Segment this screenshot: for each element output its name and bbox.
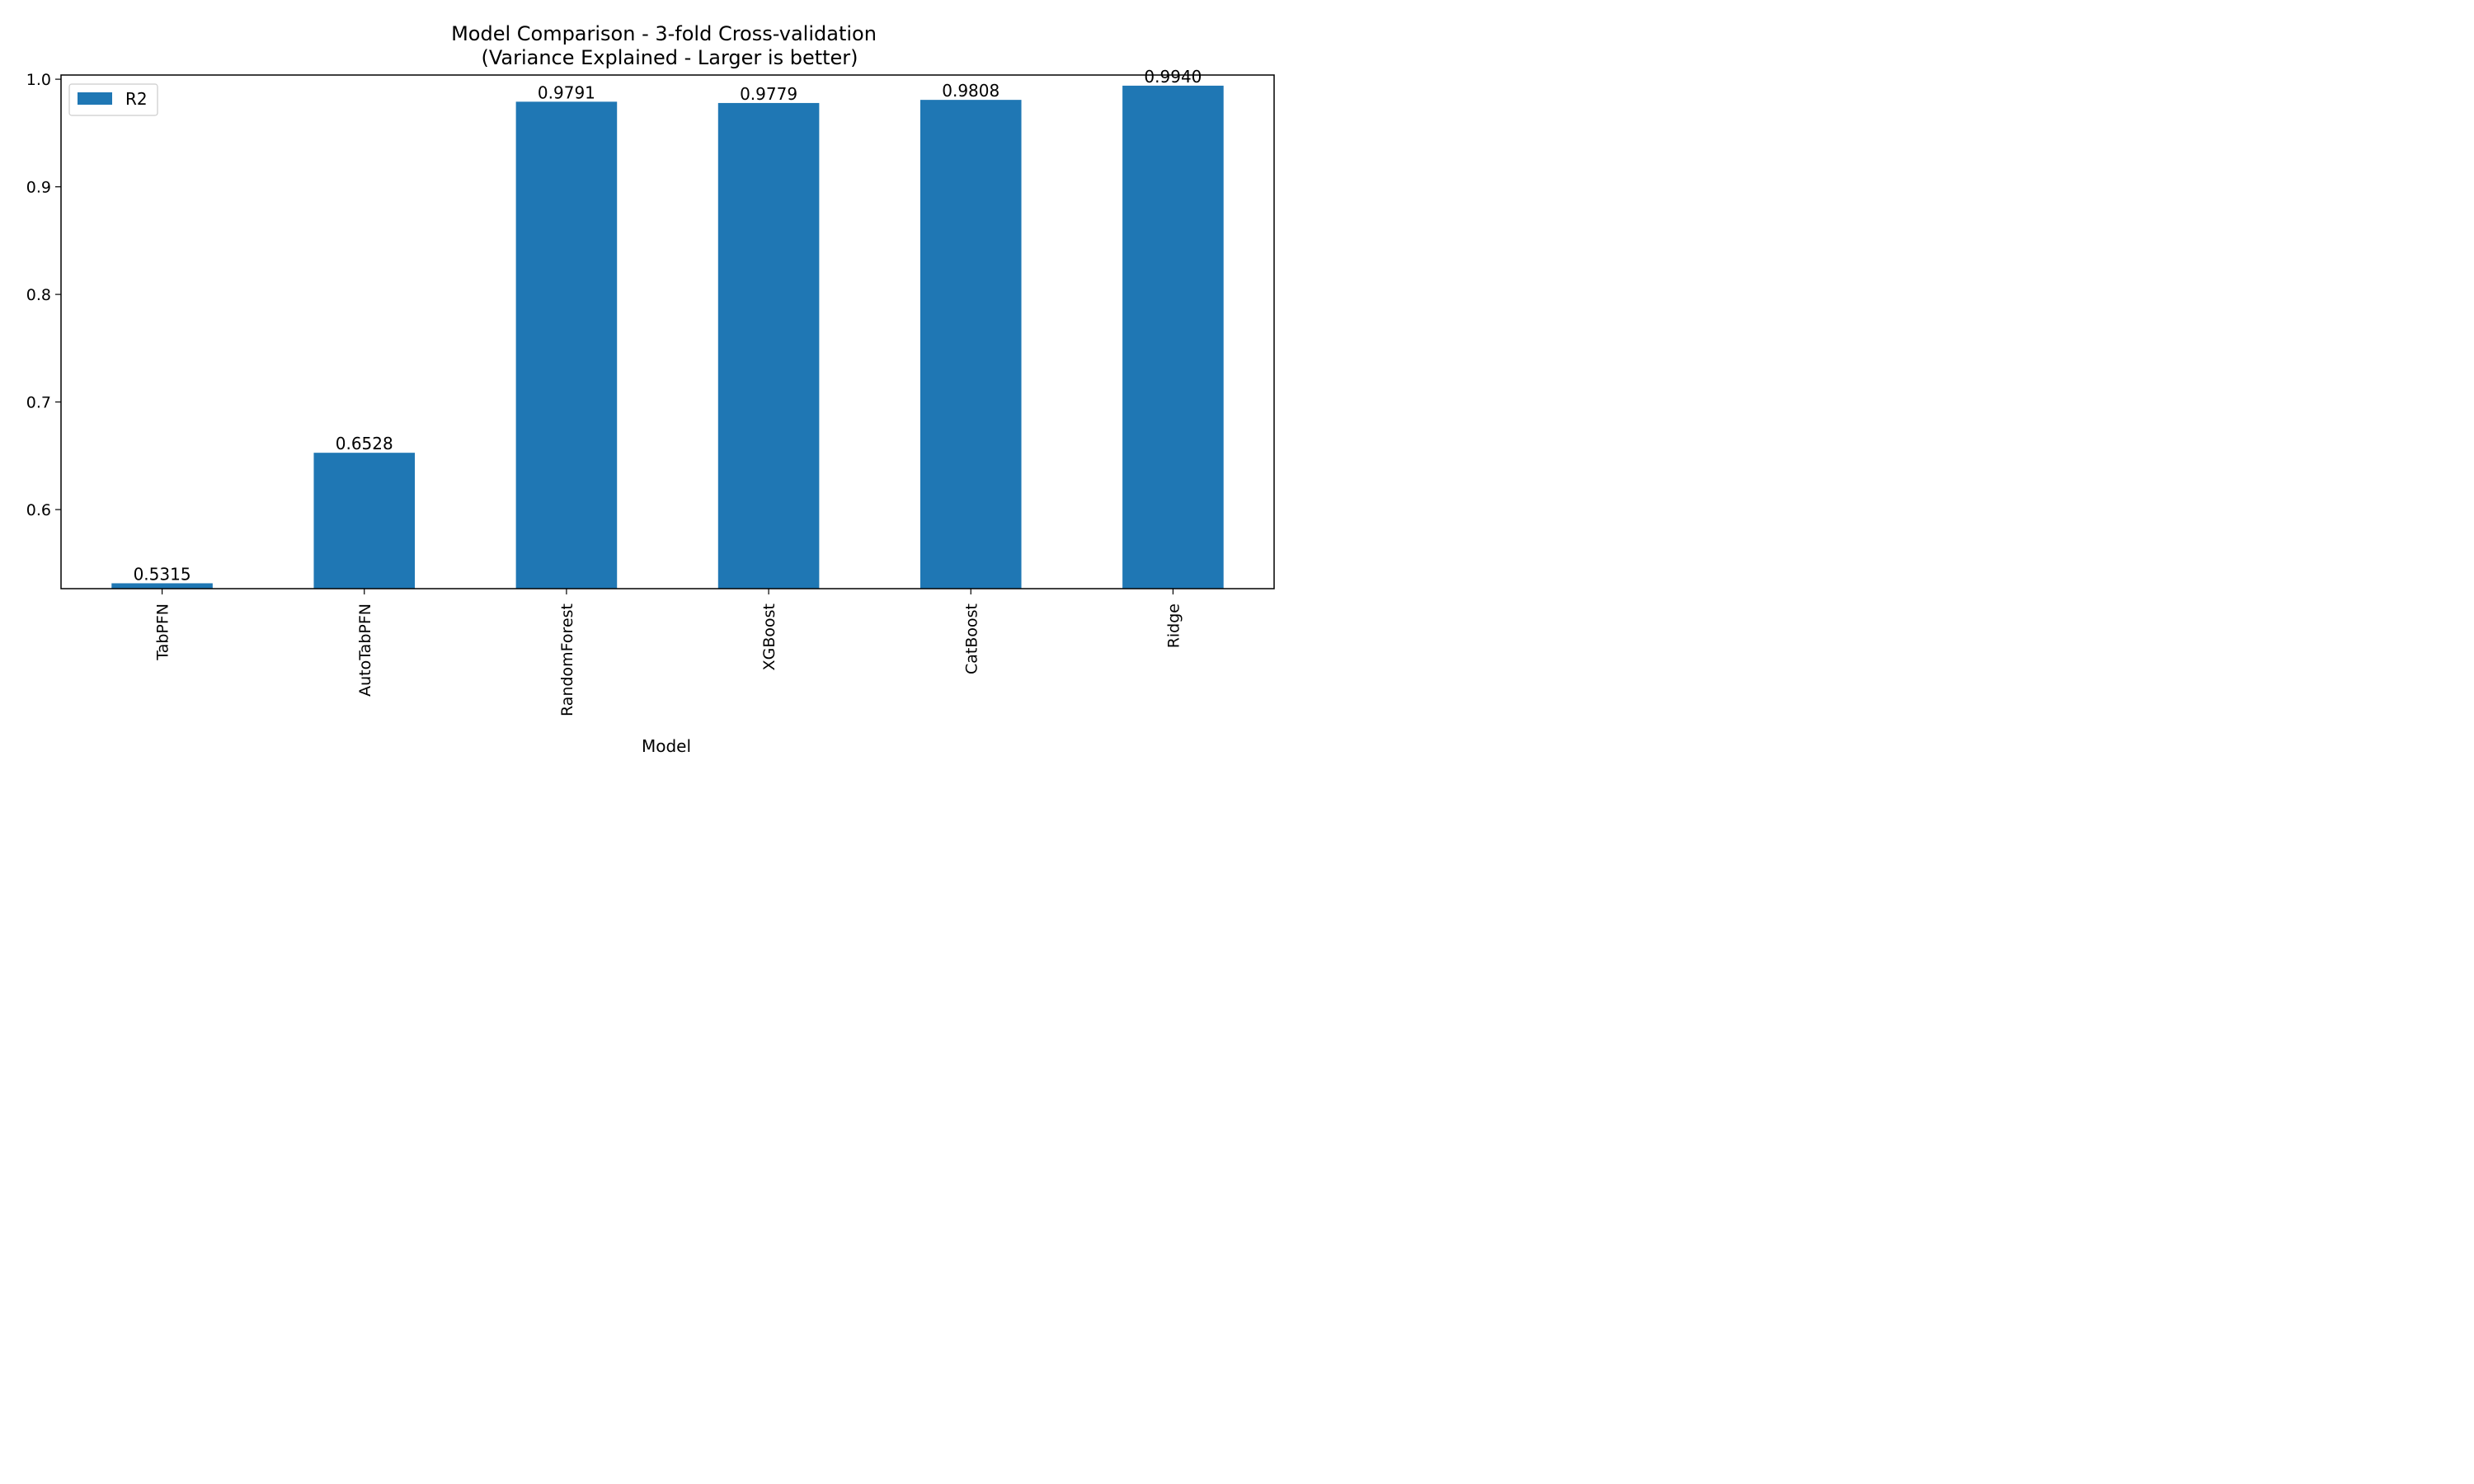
data-label-ridge: 0.9940 bbox=[1144, 67, 1202, 87]
x-tick-label-tabpfn: TabPFN bbox=[154, 603, 172, 661]
x-tick-label-xgboost: XGBoost bbox=[760, 603, 778, 670]
bar-xgboost bbox=[717, 102, 820, 589]
legend-swatch bbox=[78, 92, 112, 105]
data-label-randomforest: 0.9791 bbox=[538, 82, 595, 102]
bars-group bbox=[111, 85, 1224, 589]
chart-subtitle: (Variance Explained - Larger is better) bbox=[481, 46, 858, 69]
bar-tabpfn bbox=[111, 583, 213, 589]
y-tick-label: 0.9 bbox=[26, 179, 51, 197]
y-tick-label: 0.8 bbox=[26, 286, 51, 304]
bar-ridge bbox=[1122, 85, 1224, 589]
x-ticks-group: TabPFN AutoTabPFN RandomForest XGBoost CatBo… bbox=[154, 589, 1183, 716]
data-label-tabpfn: 0.5315 bbox=[134, 564, 191, 584]
x-axis-label: Model bbox=[642, 736, 691, 756]
legend-box bbox=[68, 83, 158, 116]
data-label-autotabpfn: 0.6528 bbox=[336, 434, 393, 453]
data-labels-group: 0.5315 0.6528 0.9791 0.9779 0.9808 0.9940 bbox=[134, 67, 1202, 585]
y-tick-label: 1.0 bbox=[26, 71, 51, 89]
bar-catboost bbox=[920, 100, 1022, 589]
y-tick-label: 0.7 bbox=[26, 394, 51, 412]
plot-frame bbox=[60, 74, 1275, 589]
chart-title: Model Comparison - 3-fold Cross-validati… bbox=[451, 22, 877, 45]
chart: Model Comparison - 3-fold Cross-validati… bbox=[0, 0, 1293, 775]
bar-autotabpfn bbox=[313, 453, 416, 589]
bar-randomforest bbox=[515, 101, 618, 589]
data-label-catboost: 0.9808 bbox=[942, 81, 999, 101]
x-tick-label-autotabpfn: AutoTabPFN bbox=[356, 603, 374, 697]
x-tick-label-ridge: Ridge bbox=[1164, 603, 1183, 648]
x-tick-label-randomforest: RandomForest bbox=[558, 603, 576, 716]
legend-label: R2 bbox=[125, 89, 148, 109]
x-tick-label-catboost: CatBoost bbox=[962, 603, 981, 674]
data-label-xgboost: 0.9779 bbox=[740, 84, 797, 104]
y-tick-label: 0.6 bbox=[26, 501, 51, 519]
y-ticks-group: 0.6 0.7 0.8 0.9 1.0 bbox=[26, 71, 61, 519]
chart-background bbox=[0, 0, 1293, 775]
legend: R2 bbox=[68, 83, 158, 116]
